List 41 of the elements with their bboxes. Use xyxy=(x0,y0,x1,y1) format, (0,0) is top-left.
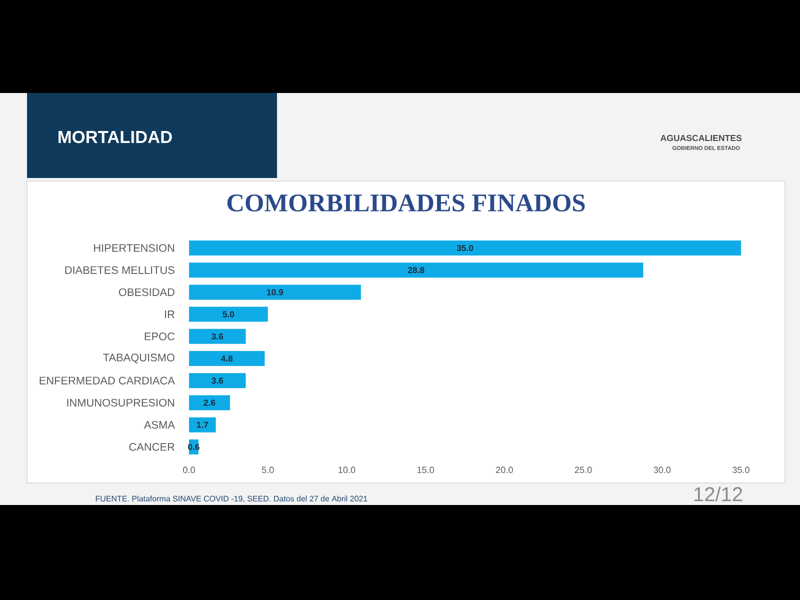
data-label: 5.0 xyxy=(222,311,234,318)
chart-title: COMORBILIDADES FINADOS xyxy=(227,194,585,212)
y-tick-label: HIPERTENSION xyxy=(94,244,174,252)
x-tick-label: 5.0 xyxy=(262,466,274,474)
text: AGUASCALIENTES xyxy=(660,134,742,142)
text: MORTALIDAD xyxy=(58,130,172,144)
y-tick-label: IR xyxy=(165,310,174,318)
y-tick-label: ENFERMEDAD CARDIACA xyxy=(40,376,175,384)
data-label: 28.8 xyxy=(408,267,424,274)
bar xyxy=(188,417,216,432)
data-label: 2.6 xyxy=(204,400,216,406)
data-label: 35.0 xyxy=(456,244,474,252)
source-note: FUENTE. Plataforma SINAVE COVID -19, SEED. Datos del 27 de Abril 2021 xyxy=(96,496,368,502)
data-label: 10.9 xyxy=(267,289,284,296)
x-tick-label: 25.0 xyxy=(574,466,592,474)
data-label: 4.8 xyxy=(220,355,233,362)
bar xyxy=(188,306,268,322)
x-tick-label: 10.0 xyxy=(338,466,356,474)
x-tick-label: 15.0 xyxy=(417,466,434,474)
bar xyxy=(188,328,246,344)
y-tick-label: CANCER xyxy=(129,443,174,451)
y-tick-label: OBESIDAD xyxy=(118,288,174,296)
y-tick-label: INMUNOSUPRESION xyxy=(67,398,174,407)
x-tick-label: 0.0 xyxy=(183,466,195,474)
bar xyxy=(188,373,246,388)
x-tick-label: 30.0 xyxy=(654,466,671,474)
bar xyxy=(188,395,230,410)
x-tick-label: 20.0 xyxy=(496,466,513,474)
data-label: 3.6 xyxy=(212,378,224,384)
y-tick-label: ASMA xyxy=(144,420,175,429)
bar xyxy=(188,284,361,300)
x-tick-label: 35.0 xyxy=(732,466,750,474)
y-tick-label: TABAQUISMO xyxy=(103,354,174,364)
data-label: 1.7 xyxy=(196,422,208,428)
y-tick-label: EPOC xyxy=(144,332,175,340)
data-label: 3.6 xyxy=(212,333,224,340)
bar xyxy=(188,351,265,366)
bar xyxy=(188,240,741,256)
text: 12/12 xyxy=(694,486,742,502)
bar xyxy=(188,262,644,278)
y-tick-label: DIABETES MELLITUS xyxy=(65,266,174,274)
